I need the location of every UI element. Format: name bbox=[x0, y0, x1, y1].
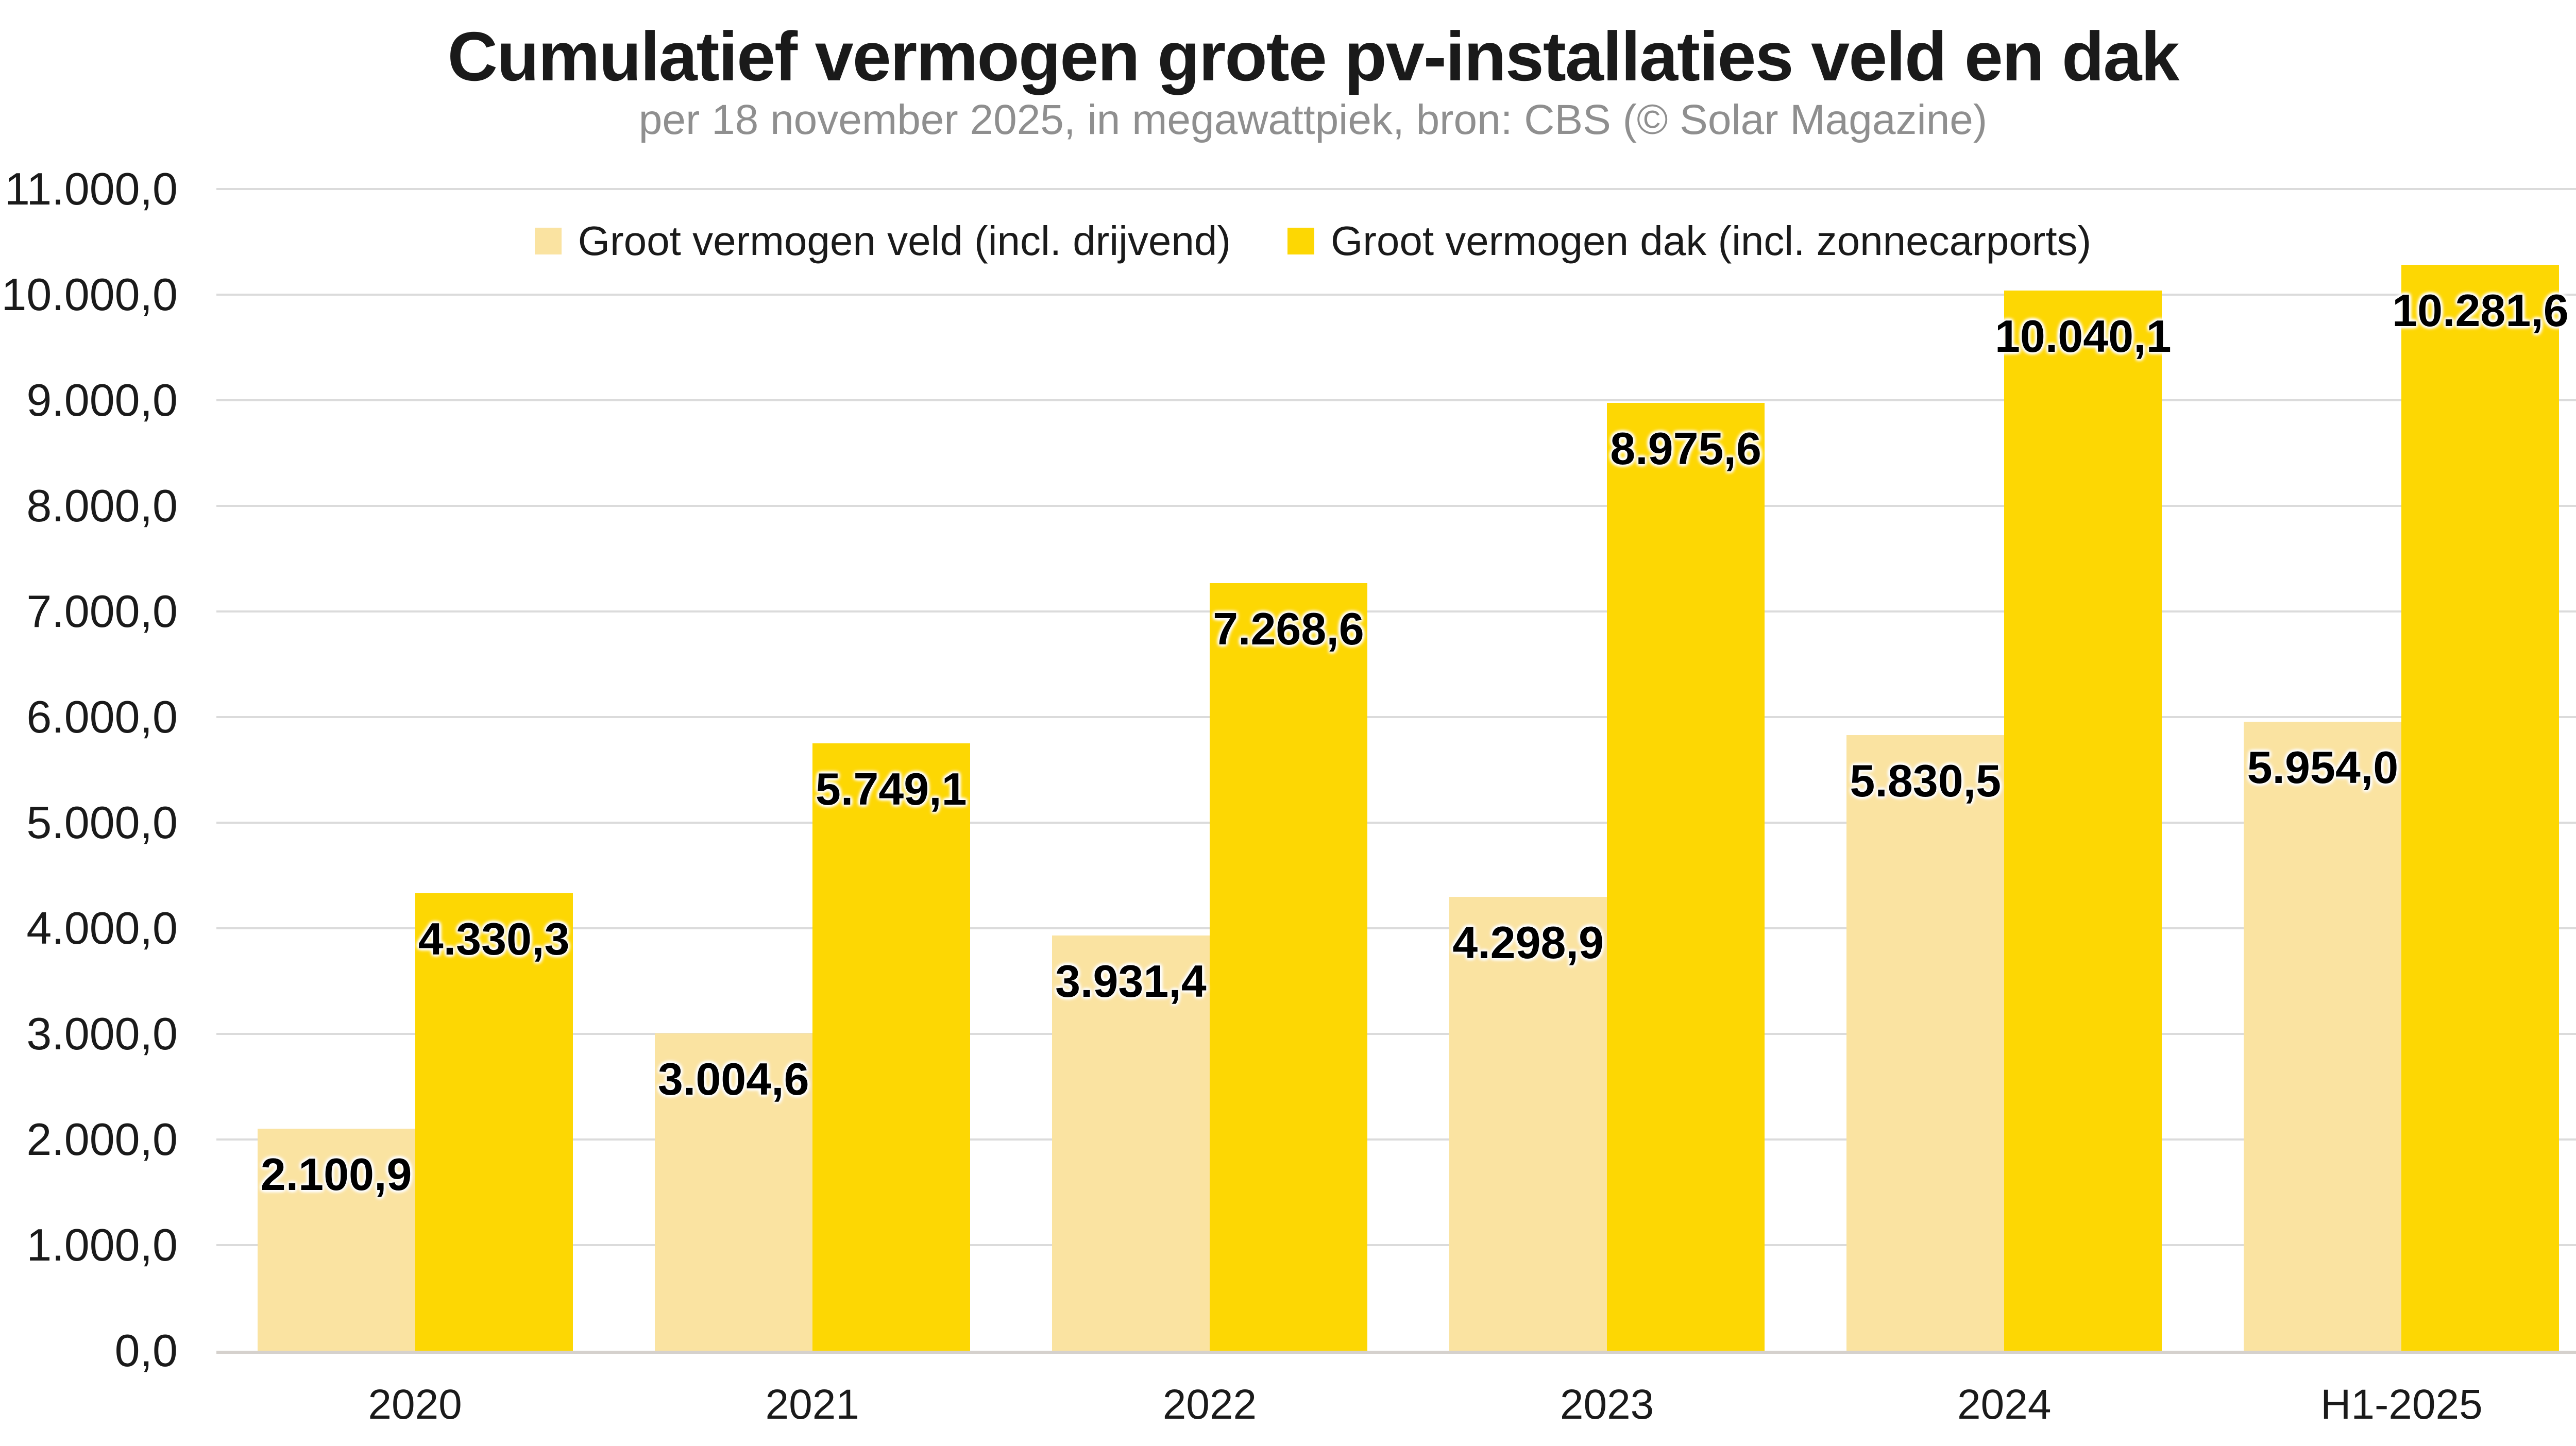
bar-value-label: 10.281,6 bbox=[2392, 285, 2569, 336]
y-axis-tick-label: 4.000,0 bbox=[26, 903, 178, 954]
gridline bbox=[216, 1138, 2576, 1141]
x-axis-label: 2024 bbox=[1957, 1381, 2052, 1428]
y-axis-tick-label: 2.000,0 bbox=[26, 1114, 178, 1165]
bar-dak: 10.281,6 bbox=[2392, 265, 2569, 1351]
bar-veld: 2.100,9 bbox=[257, 1129, 415, 1351]
gridline bbox=[216, 927, 2576, 929]
y-axis-tick-label: 3.000,0 bbox=[26, 1008, 178, 1059]
bar-group: 4.298,9 8.975,6 bbox=[1409, 189, 1806, 1351]
bar-dak: 7.268,6 bbox=[1209, 583, 1367, 1351]
bar-value-label: 8.975,6 bbox=[1610, 423, 1761, 474]
y-axis: 11.000,0 10.000,0 9.000,0 8.000,0 7.000,0 6.0… bbox=[0, 163, 178, 1376]
y-axis-tick-label: 11.000,0 bbox=[4, 163, 178, 214]
legend-swatch-veld-icon bbox=[534, 228, 562, 254]
bar-dak: 4.330,3 bbox=[415, 893, 573, 1351]
x-axis-line bbox=[216, 1351, 2576, 1354]
bar-value-label: 7.268,6 bbox=[1213, 603, 1364, 654]
plot-area: 2.100,9 4.330,3 3.004,6 5.749,1 3.931,4 7.268… bbox=[216, 188, 2576, 1354]
bar-dak: 8.975,6 bbox=[1607, 403, 1765, 1351]
gridline bbox=[216, 294, 2576, 296]
gridline bbox=[216, 1033, 2576, 1035]
x-axis-label: 2023 bbox=[1560, 1381, 1654, 1428]
bar-value-label: 5.954,0 bbox=[2247, 742, 2399, 793]
bar-veld: 5.954,0 bbox=[2244, 722, 2402, 1351]
bar-value-label: 5.749,1 bbox=[815, 763, 967, 815]
bar-veld: 5.830,5 bbox=[1846, 735, 2005, 1351]
legend-item-dak: Groot vermogen dak (incl. zonnecarports) bbox=[1287, 217, 2091, 265]
bar-value-label: 2.100,9 bbox=[260, 1149, 412, 1200]
gridline bbox=[216, 610, 2576, 613]
x-axis: 2020 2021 2022 2023 2024 H1-2025 bbox=[216, 1381, 2576, 1437]
bar-value-label: 4.330,3 bbox=[418, 913, 570, 965]
legend-swatch-dak-icon bbox=[1287, 228, 1314, 254]
bar-group: 3.931,4 7.268,6 bbox=[1011, 189, 1408, 1351]
y-axis-tick-label: 10.000,0 bbox=[1, 269, 178, 320]
page-subtitle: per 18 november 2025, in megawattpiek, b… bbox=[638, 96, 1988, 143]
x-axis-label: 2021 bbox=[765, 1381, 859, 1428]
bar-value-label: 10.040,1 bbox=[1994, 310, 2172, 362]
y-axis-tick-label: 9.000,0 bbox=[26, 375, 178, 426]
y-axis-tick-label: 6.000,0 bbox=[26, 691, 178, 742]
y-axis-tick-label: 1.000,0 bbox=[26, 1219, 178, 1270]
gridline bbox=[216, 399, 2576, 401]
bar-dak: 10.040,1 bbox=[1995, 290, 2172, 1351]
bar-group: 3.004,6 5.749,1 bbox=[614, 189, 1011, 1351]
bar-dak: 5.749,1 bbox=[812, 743, 970, 1351]
bar-group: 5.954,0 10.281,6 bbox=[2203, 189, 2576, 1351]
y-axis-tick-label: 0,0 bbox=[114, 1325, 178, 1376]
gridline bbox=[216, 1244, 2576, 1246]
gridline bbox=[216, 716, 2576, 718]
legend: Groot vermogen veld (incl. drijvend) Gro… bbox=[0, 217, 2576, 265]
gridline bbox=[216, 188, 2576, 190]
bar-veld: 3.004,6 bbox=[654, 1033, 812, 1351]
bar-value-label: 5.830,5 bbox=[1850, 755, 2002, 806]
bar-group: 2.100,9 4.330,3 bbox=[216, 189, 614, 1351]
bar-group: 5.830,5 10.040,1 bbox=[1806, 189, 2203, 1351]
y-axis-tick-label: 8.000,0 bbox=[26, 480, 178, 531]
page-title: Cumulatief vermogen grote pv-installatie… bbox=[447, 18, 2180, 95]
bar-value-label: 3.931,4 bbox=[1055, 956, 1207, 1007]
legend-label-veld: Groot vermogen veld (incl. drijvend) bbox=[578, 218, 1231, 264]
y-axis-tick-label: 7.000,0 bbox=[26, 586, 178, 637]
bar-value-label: 4.298,9 bbox=[1452, 916, 1604, 968]
y-axis-tick-label: 5.000,0 bbox=[26, 797, 178, 848]
bar-veld: 3.931,4 bbox=[1052, 935, 1210, 1351]
legend-item-veld: Groot vermogen veld (incl. drijvend) bbox=[534, 217, 1231, 265]
bar-value-label: 3.004,6 bbox=[657, 1053, 809, 1105]
x-axis-label: 2022 bbox=[1162, 1381, 1257, 1428]
x-axis-label: 2020 bbox=[368, 1381, 462, 1428]
x-axis-label: H1-2025 bbox=[2320, 1381, 2483, 1428]
bar-veld: 4.298,9 bbox=[1449, 896, 1607, 1351]
gridline bbox=[216, 505, 2576, 507]
gridline bbox=[216, 822, 2576, 824]
legend-label-dak: Groot vermogen dak (incl. zonnecarports) bbox=[1330, 218, 2092, 264]
